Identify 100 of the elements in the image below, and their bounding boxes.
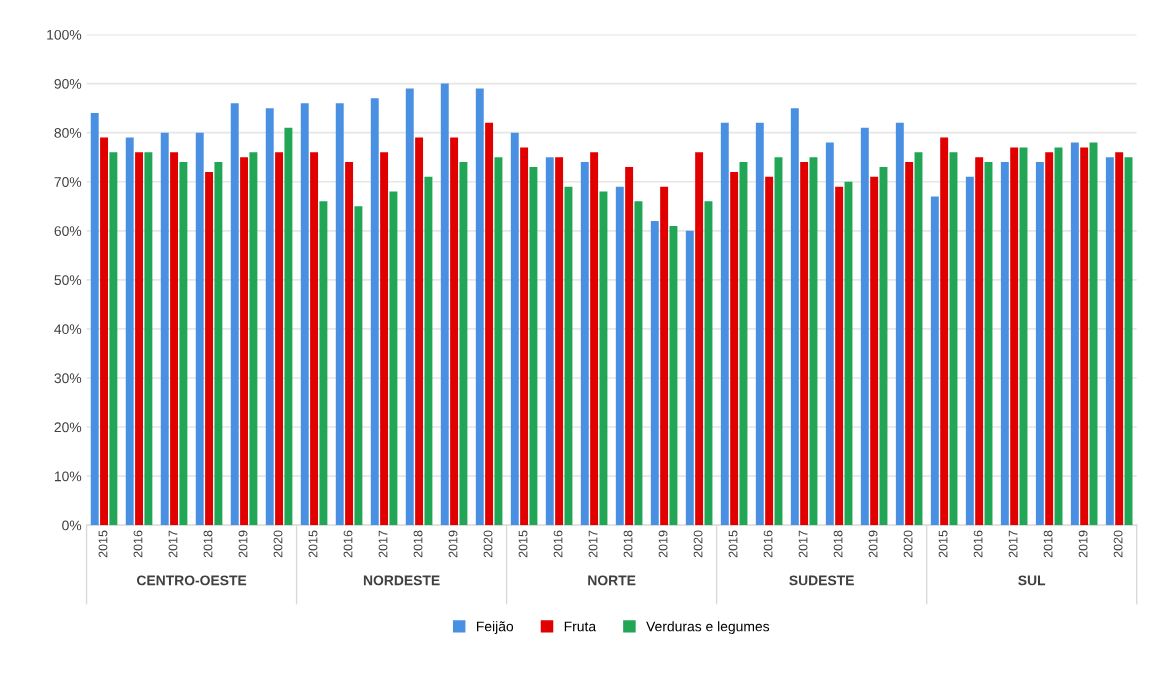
text: NORTE — [588, 575, 636, 586]
x-tick-label: 2015 — [518, 530, 528, 558]
x-tick-label: 2016 — [553, 530, 563, 558]
bar — [249, 152, 258, 526]
bar — [1045, 152, 1054, 526]
bar — [965, 176, 974, 526]
y-tick-label: 100% — [47, 29, 82, 40]
bar — [599, 191, 608, 526]
x-tick-label: 2020 — [483, 530, 493, 558]
bar — [1010, 147, 1019, 526]
bar — [440, 83, 449, 526]
bar — [195, 132, 204, 526]
bar — [1035, 162, 1044, 526]
x-tick-label: 2019 — [1078, 530, 1088, 558]
x-tick-label: 2017 — [588, 530, 598, 558]
y-tick-label: 50% — [54, 275, 82, 286]
bar — [730, 171, 739, 526]
bar — [475, 88, 484, 526]
legend-label: Feijão — [476, 621, 514, 635]
bar — [450, 137, 459, 526]
bar — [520, 147, 529, 526]
y-tick-label: 70% — [54, 177, 82, 187]
x-tick-label: 2017 — [378, 530, 388, 558]
bar — [1080, 147, 1089, 526]
bar — [170, 152, 179, 526]
x-tick-label: 2018 — [623, 530, 633, 558]
bar — [354, 206, 363, 526]
x-tick-label: 2017 — [798, 530, 808, 558]
bar — [1105, 157, 1114, 526]
x-tick-label: 2019 — [238, 530, 248, 558]
y-tick-label: 40% — [54, 324, 82, 335]
bar — [940, 137, 949, 526]
x-tick-label: 2020 — [693, 530, 703, 558]
bar — [205, 171, 214, 526]
bar — [564, 186, 573, 526]
bar — [230, 103, 239, 526]
bar — [494, 157, 503, 526]
bar — [100, 137, 109, 526]
x-tick-label: 2018 — [833, 530, 843, 558]
bar — [590, 152, 599, 526]
legend-label: Verduras e legumes — [646, 621, 770, 635]
x-tick-label: 2017 — [168, 530, 178, 558]
bar — [930, 196, 939, 526]
bar — [424, 176, 433, 526]
bar — [1000, 162, 1009, 526]
bar — [310, 152, 319, 526]
x-tick-label: 2015 — [98, 530, 108, 558]
bar — [1070, 142, 1079, 526]
y-tick-label: 10% — [54, 471, 82, 482]
bar — [415, 137, 424, 526]
bar — [214, 162, 223, 526]
x-tick-label: 2017 — [1008, 530, 1018, 558]
x-tick-label: 2018 — [203, 530, 213, 558]
bar — [300, 103, 309, 526]
y-tick-label: 80% — [54, 128, 82, 138]
x-tick-label: 2016 — [973, 530, 983, 558]
bar — [265, 108, 274, 526]
bar — [720, 122, 729, 526]
bar — [975, 157, 984, 526]
bar — [125, 137, 134, 526]
x-tick-label: 2019 — [868, 530, 878, 558]
x-tick-label: 2020 — [1113, 530, 1123, 558]
x-tick-label: 2015 — [938, 530, 948, 558]
bar — [284, 127, 293, 526]
bar — [1115, 152, 1124, 526]
bar — [634, 201, 643, 526]
text: SUDESTE — [789, 575, 854, 586]
x-tick-label: 2019 — [658, 530, 668, 558]
y-tick-label: 90% — [54, 78, 82, 89]
bar — [555, 157, 564, 526]
bar — [870, 176, 879, 526]
bar — [345, 162, 354, 526]
bar — [389, 191, 398, 526]
bar — [650, 220, 659, 526]
y-tick-label: 0% — [62, 520, 82, 531]
bar — [485, 122, 494, 526]
bar — [144, 152, 153, 526]
bar — [370, 98, 379, 526]
bar — [669, 225, 678, 526]
bar — [380, 152, 389, 526]
y-tick-label: 20% — [54, 422, 82, 433]
x-tick-label: 2019 — [448, 530, 458, 558]
x-tick-label: 2018 — [413, 530, 423, 558]
bar — [135, 152, 144, 526]
text: SUL — [1018, 575, 1046, 586]
x-tick-label: 2016 — [763, 530, 773, 558]
bar — [319, 201, 328, 526]
bar — [825, 142, 834, 526]
bar — [800, 162, 809, 526]
text: NORDESTE — [363, 575, 440, 586]
bar — [835, 186, 844, 526]
bar — [695, 152, 704, 526]
bar — [660, 186, 669, 526]
bar — [335, 103, 344, 526]
bar — [860, 127, 869, 526]
y-tick-label: 30% — [54, 373, 82, 384]
x-tick-label: 2020 — [903, 530, 913, 558]
bar — [510, 132, 519, 526]
x-tick-label: 2015 — [728, 530, 738, 558]
bar — [90, 113, 99, 526]
